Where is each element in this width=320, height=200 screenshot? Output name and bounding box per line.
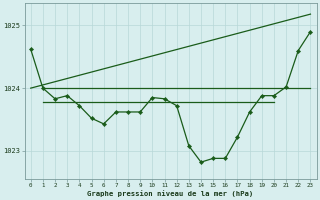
X-axis label: Graphe pression niveau de la mer (hPa): Graphe pression niveau de la mer (hPa) [87,190,254,197]
